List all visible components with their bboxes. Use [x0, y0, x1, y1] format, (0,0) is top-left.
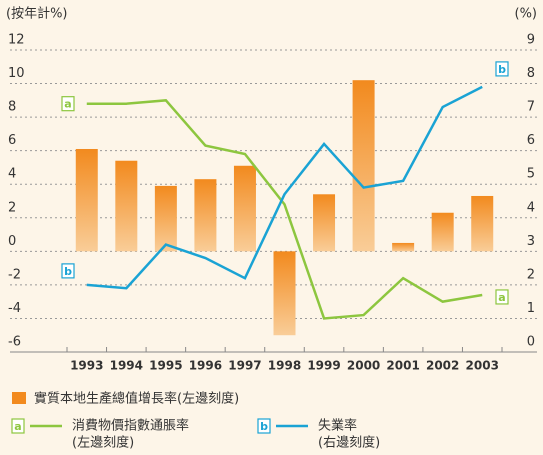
- bar: [273, 251, 296, 336]
- x-tick-label: 1996: [189, 359, 222, 373]
- x-tick-label: 2001: [386, 359, 419, 373]
- x-tick-label: 1997: [228, 359, 261, 373]
- y2-tick-label: 8: [527, 66, 535, 81]
- bar: [313, 194, 336, 252]
- tag-box: [61, 263, 75, 279]
- x-tick-label: 1993: [70, 359, 103, 373]
- x-tick-label: 2000: [347, 359, 380, 373]
- y2-tick-label: 3: [527, 234, 535, 249]
- x-tick-label: 1994: [110, 359, 143, 373]
- legend-label: 消費物價指數通脹率: [72, 418, 189, 434]
- tag-label: a: [14, 420, 21, 433]
- y-tick-label: 2: [8, 200, 16, 215]
- legend-note: (右邊刻度): [318, 435, 380, 451]
- y-tick-label: 12: [8, 33, 25, 48]
- y2-tick-label: 7: [527, 100, 535, 115]
- x-tick-label: 1999: [307, 359, 340, 373]
- tag-box: [495, 289, 509, 305]
- tag-box: [11, 418, 25, 434]
- bar: [194, 179, 217, 252]
- tag-label: b: [260, 420, 268, 433]
- y2-tick-label: 4: [527, 200, 535, 215]
- line-series: [86, 99, 483, 320]
- bar: [471, 195, 494, 252]
- legend-note: (左邊刻度): [72, 435, 134, 451]
- y-tick-label: -6: [8, 335, 21, 350]
- y-tick-label: 4: [8, 167, 16, 182]
- legend-swatch: [12, 392, 26, 404]
- y-tick-label: 8: [8, 100, 16, 115]
- bar: [352, 80, 375, 252]
- tag-box: [257, 418, 271, 434]
- tag-label: a: [498, 291, 505, 304]
- bar: [75, 148, 98, 252]
- tag-label: b: [64, 265, 72, 278]
- tag-label: b: [498, 63, 506, 76]
- y2-tick-label: 0: [527, 335, 535, 350]
- x-tick-label: 2002: [426, 359, 459, 373]
- y-axis-title: (按年計%): [6, 6, 68, 22]
- y2-tick-label: 6: [527, 133, 535, 148]
- y2-tick-label: 1: [527, 301, 535, 316]
- legend-label: 失業率: [318, 418, 357, 434]
- y-tick-label: -4: [8, 301, 21, 316]
- tag-box: [495, 61, 509, 77]
- line-series: [86, 85, 483, 290]
- y-tick-label: 10: [8, 66, 25, 81]
- tag-box: [61, 96, 75, 112]
- y2-tick-label: 2: [527, 267, 535, 282]
- x-tick-label: 1995: [149, 359, 182, 373]
- x-tick-label: 2003: [466, 359, 499, 373]
- bar: [154, 185, 177, 252]
- bar: [431, 212, 454, 252]
- y-tick-label: 0: [8, 234, 16, 249]
- y2-axis-title: (%): [515, 7, 538, 22]
- tag-label: a: [64, 98, 71, 111]
- y-tick-label: 6: [8, 133, 16, 148]
- y-tick-label: -2: [8, 267, 21, 282]
- bar: [233, 165, 256, 252]
- bar: [392, 242, 415, 252]
- bar: [115, 160, 138, 252]
- legend-label: 實質本地生產總值增長率(左邊刻度): [34, 391, 239, 407]
- y2-tick-label: 5: [527, 167, 535, 182]
- x-tick-label: 1998: [268, 359, 301, 373]
- y2-tick-label: 9: [527, 33, 535, 48]
